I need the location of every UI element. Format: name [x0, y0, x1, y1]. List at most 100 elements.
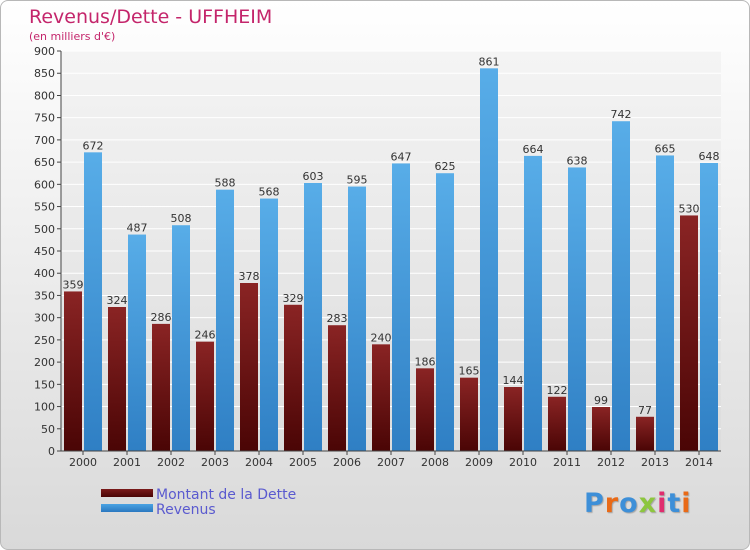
logo-letter: i	[657, 488, 668, 519]
data-label-revenus: 672	[83, 139, 104, 152]
x-tick-label: 2002	[157, 456, 185, 469]
x-tick-label: 2003	[201, 456, 229, 469]
data-label-dette: 329	[283, 292, 304, 305]
data-label-dette: 240	[371, 331, 392, 344]
bar-dette	[64, 291, 82, 451]
bar-revenus	[84, 152, 102, 452]
bar-revenus	[216, 189, 234, 451]
y-tick-label: 800	[34, 89, 55, 102]
y-tick-label: 550	[34, 201, 55, 214]
data-label-revenus: 648	[699, 150, 720, 163]
x-tick-label: 2014	[685, 456, 713, 469]
data-label-revenus: 508	[171, 212, 192, 225]
data-label-dette: 186	[415, 355, 436, 368]
bar-revenus	[700, 163, 718, 451]
data-label-revenus: 647	[391, 150, 412, 163]
data-label-dette: 378	[239, 270, 260, 283]
x-tick-label: 2009	[465, 456, 493, 469]
data-label-revenus: 861	[479, 55, 500, 68]
x-tick-label: 2012	[597, 456, 625, 469]
logo-letter: o	[619, 488, 639, 519]
y-tick-label: 350	[34, 289, 55, 302]
x-tick-label: 2004	[245, 456, 273, 469]
y-tick-label: 50	[41, 423, 55, 436]
bar-dette	[680, 215, 698, 451]
legend-label-dette: Montant de la Dette	[156, 487, 297, 503]
data-label-dette: 530	[679, 202, 700, 215]
data-label-revenus: 603	[303, 170, 324, 183]
y-tick-label: 150	[34, 378, 55, 391]
bar-revenus	[128, 234, 146, 451]
data-label-revenus: 664	[523, 143, 544, 156]
chart-subtitle: (en milliers d'€)	[29, 30, 116, 43]
data-label-dette: 286	[151, 311, 172, 324]
x-tick-label: 2008	[421, 456, 449, 469]
bar-dette	[284, 304, 302, 451]
y-tick-label: 400	[34, 267, 55, 280]
bar-revenus	[260, 198, 278, 451]
x-tick-label: 2010	[509, 456, 537, 469]
legend-swatch-revenus	[101, 504, 153, 512]
bar-revenus	[524, 155, 542, 451]
data-label-dette: 165	[459, 365, 480, 378]
y-tick-label: 0	[48, 445, 55, 458]
bar-revenus	[612, 121, 630, 451]
x-tick-label: 2007	[377, 456, 405, 469]
y-tick-label: 600	[34, 178, 55, 191]
y-tick-label: 250	[34, 334, 55, 347]
data-label-dette: 99	[594, 394, 608, 407]
logo-letter: r	[604, 488, 620, 519]
data-label-revenus: 487	[127, 222, 148, 235]
y-tick-label: 200	[34, 356, 55, 369]
data-label-dette: 77	[638, 404, 652, 417]
bar-revenus	[480, 68, 498, 451]
legend-label-revenus: Revenus	[156, 502, 216, 518]
data-label-dette: 283	[327, 312, 348, 325]
data-label-dette: 359	[63, 278, 84, 291]
data-label-revenus: 595	[347, 174, 368, 187]
data-label-revenus: 625	[435, 160, 456, 173]
logo-letter: x	[638, 488, 658, 519]
y-tick-label: 300	[34, 312, 55, 325]
bar-revenus	[656, 155, 674, 451]
x-tick-label: 2005	[289, 456, 317, 469]
data-label-revenus: 665	[655, 142, 676, 155]
bar-dette	[196, 341, 214, 451]
data-label-revenus: 742	[611, 108, 632, 121]
chart-title: Revenus/Dette - UFFHEIM	[29, 6, 273, 28]
y-tick-label: 750	[34, 112, 55, 125]
x-tick-label: 2001	[113, 456, 141, 469]
y-tick-label: 900	[34, 45, 55, 58]
y-tick-label: 500	[34, 223, 55, 236]
bar-dette	[592, 407, 610, 451]
proxiti-logo: Proxiti	[584, 488, 692, 519]
bar-dette	[460, 377, 478, 451]
x-tick-label: 2011	[553, 456, 581, 469]
legend-swatch-dette	[101, 489, 153, 497]
x-tick-label: 2006	[333, 456, 361, 469]
bar-dette	[372, 344, 390, 451]
data-label-revenus: 638	[567, 154, 588, 167]
bar-dette	[548, 396, 566, 451]
bar-dette	[504, 387, 522, 451]
bar-revenus	[348, 186, 366, 452]
y-tick-label: 100	[34, 401, 55, 414]
logo-letter: P	[584, 488, 605, 519]
data-label-dette: 122	[547, 384, 568, 397]
bar-revenus	[436, 173, 454, 451]
y-tick-label: 650	[34, 156, 55, 169]
logo-letter: t	[667, 488, 682, 519]
y-tick-label: 850	[34, 67, 55, 80]
data-label-dette: 324	[107, 294, 128, 307]
x-tick-label: 2000	[69, 456, 97, 469]
bar-revenus	[568, 167, 586, 451]
y-tick-label: 450	[34, 245, 55, 258]
bar-dette	[152, 323, 170, 451]
bar-revenus	[304, 183, 322, 451]
data-label-revenus: 588	[215, 177, 236, 190]
bar-dette	[416, 368, 434, 451]
bar-dette	[240, 283, 258, 451]
bar-dette	[636, 416, 654, 451]
